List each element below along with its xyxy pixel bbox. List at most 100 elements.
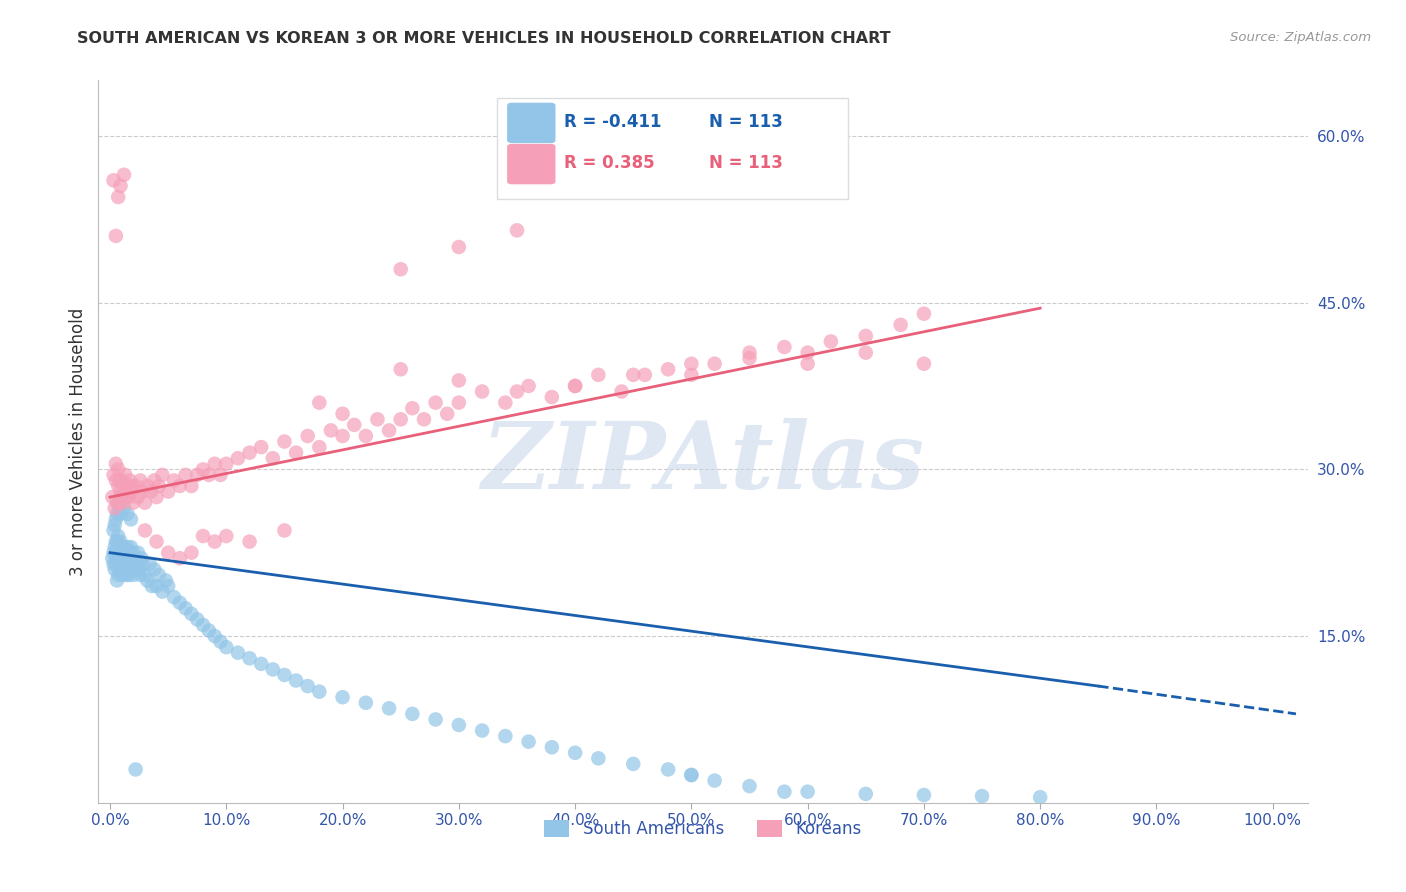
Point xyxy=(436,407,458,421)
Text: Source: ZipAtlas.com: Source: ZipAtlas.com xyxy=(1230,31,1371,45)
Point xyxy=(308,684,330,698)
Text: N = 113: N = 113 xyxy=(709,113,783,131)
Point xyxy=(354,696,377,710)
Point xyxy=(204,457,226,471)
Point xyxy=(517,379,540,393)
Point xyxy=(209,634,232,648)
Point xyxy=(250,440,273,454)
Point xyxy=(447,240,470,254)
Point xyxy=(105,574,128,588)
Text: R = 0.385: R = 0.385 xyxy=(564,154,655,172)
Point xyxy=(226,451,249,466)
Point xyxy=(273,434,295,449)
FancyBboxPatch shape xyxy=(498,98,848,200)
Point xyxy=(112,168,135,182)
Point xyxy=(120,512,142,526)
Point xyxy=(343,417,366,432)
Point xyxy=(564,379,586,393)
Point xyxy=(169,596,191,610)
Point xyxy=(104,474,127,488)
Point xyxy=(127,490,149,504)
Point xyxy=(122,568,145,582)
Point xyxy=(366,412,388,426)
Point xyxy=(111,490,134,504)
Point xyxy=(588,368,610,382)
Point xyxy=(131,551,153,566)
Point xyxy=(191,462,214,476)
Point xyxy=(174,467,197,482)
Point xyxy=(425,713,447,727)
Point xyxy=(796,357,818,371)
Point xyxy=(354,429,377,443)
Point xyxy=(104,457,127,471)
Point xyxy=(104,512,127,526)
Point xyxy=(118,546,141,560)
Point xyxy=(703,357,725,371)
Point xyxy=(447,395,470,409)
Point xyxy=(104,501,127,516)
Point xyxy=(112,501,135,516)
Point xyxy=(681,768,703,782)
Point xyxy=(517,734,540,748)
Point xyxy=(855,345,877,359)
Point xyxy=(112,557,135,571)
Point xyxy=(855,787,877,801)
Point xyxy=(104,557,127,571)
Point xyxy=(122,496,145,510)
Point xyxy=(180,607,202,621)
Point xyxy=(186,612,208,626)
Point xyxy=(105,551,128,566)
Point xyxy=(111,474,134,488)
Point xyxy=(738,351,761,366)
Point xyxy=(148,479,170,493)
Point xyxy=(285,445,308,459)
Point xyxy=(120,484,142,499)
Point xyxy=(104,534,127,549)
Point xyxy=(332,429,354,443)
Point xyxy=(401,401,423,416)
Point xyxy=(215,457,238,471)
Text: N = 113: N = 113 xyxy=(709,154,783,172)
Point xyxy=(110,546,132,560)
Point xyxy=(141,579,163,593)
Point xyxy=(101,490,124,504)
Point xyxy=(128,562,150,576)
Point xyxy=(131,557,153,571)
Point xyxy=(114,562,136,576)
Point xyxy=(134,496,156,510)
Point xyxy=(169,551,191,566)
Point xyxy=(621,756,644,771)
Point xyxy=(118,474,141,488)
Point xyxy=(103,524,125,538)
Point xyxy=(110,534,132,549)
Point xyxy=(107,190,129,204)
Point xyxy=(145,490,167,504)
Point xyxy=(110,557,132,571)
Point xyxy=(108,474,131,488)
Point xyxy=(124,763,146,777)
Point xyxy=(634,368,657,382)
Point xyxy=(191,618,214,632)
Point xyxy=(912,788,935,802)
Point xyxy=(471,723,494,738)
Point xyxy=(145,579,167,593)
Point xyxy=(150,467,173,482)
Point xyxy=(506,223,529,237)
Point xyxy=(738,779,761,793)
Point xyxy=(118,490,141,504)
Point xyxy=(204,629,226,643)
Point xyxy=(198,467,221,482)
Point xyxy=(250,657,273,671)
Point xyxy=(773,340,796,354)
Point xyxy=(262,662,284,676)
Point xyxy=(110,484,132,499)
Point xyxy=(124,551,146,566)
Point xyxy=(494,729,516,743)
Point xyxy=(285,673,308,688)
Point xyxy=(157,579,180,593)
Point xyxy=(105,496,128,510)
Point xyxy=(111,496,134,510)
Point xyxy=(118,568,141,582)
Point xyxy=(107,529,129,543)
Point xyxy=(103,467,125,482)
